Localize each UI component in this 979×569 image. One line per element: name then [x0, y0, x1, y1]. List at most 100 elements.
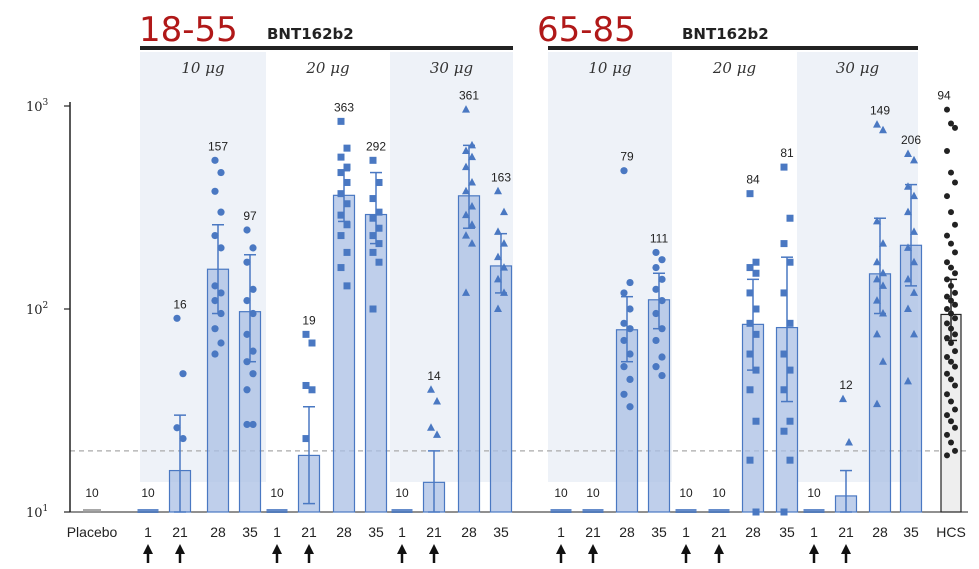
- data-point-square: [343, 248, 351, 256]
- data-point-triangle: [468, 201, 476, 210]
- data-point-dot: [952, 331, 958, 338]
- data-point-dot: [948, 310, 954, 317]
- data-point-triangle: [879, 309, 887, 317]
- data-point-triangle: [845, 437, 853, 446]
- data-point-dot: [948, 398, 954, 405]
- data-point-dot: [948, 340, 954, 347]
- data-point-triangle: [879, 357, 887, 365]
- data-point-dot: [948, 376, 954, 383]
- data-point-square: [746, 456, 754, 464]
- data-point-square: [780, 289, 788, 297]
- x-tick-label: Placebo: [67, 524, 118, 540]
- data-point-square: [786, 258, 794, 266]
- data-point-circle: [620, 390, 628, 398]
- x-tick-label: 1: [557, 524, 565, 540]
- bar-value-label: 10: [586, 486, 600, 500]
- data-point-triangle: [904, 182, 912, 190]
- data-point-square: [375, 208, 383, 216]
- x-tick-label: 21: [711, 524, 727, 540]
- bar-value-label: 10: [85, 486, 99, 500]
- x-tick-label: 1: [273, 524, 281, 540]
- x-tick-label: 28: [210, 524, 226, 540]
- data-point-triangle: [904, 304, 912, 312]
- vaccination-arrow-head: [809, 544, 819, 554]
- x-tick-label: 28: [461, 524, 477, 540]
- data-point-square: [780, 427, 788, 435]
- data-point-circle: [217, 339, 225, 347]
- data-point-triangle: [462, 105, 470, 113]
- data-point-square: [369, 156, 377, 164]
- data-point-square: [337, 169, 345, 177]
- x-tick-label: 35: [779, 524, 795, 540]
- bar-value-label: 10: [679, 486, 693, 500]
- dose-group-shading: [797, 52, 918, 482]
- bar-value-label: 111: [650, 231, 669, 245]
- data-point-triangle: [468, 177, 476, 186]
- data-point-square: [375, 178, 383, 186]
- data-point-dot: [948, 418, 954, 425]
- data-point-triangle: [904, 207, 912, 216]
- x-tick-label: 21: [301, 524, 317, 540]
- data-point-circle: [243, 358, 251, 366]
- data-point-square: [752, 269, 760, 277]
- data-point-circle: [652, 285, 660, 293]
- data-point-circle: [243, 226, 251, 234]
- data-point-square: [343, 200, 351, 208]
- data-point-dot: [952, 363, 958, 370]
- data-point-dot: [944, 412, 950, 419]
- data-point-dot: [948, 325, 954, 332]
- data-point-triangle: [910, 329, 918, 338]
- data-point-triangle: [468, 140, 476, 149]
- data-point-triangle: [904, 149, 912, 158]
- data-point-circle: [211, 282, 219, 290]
- vaccination-arrow-head: [429, 544, 439, 554]
- data-point-triangle: [494, 227, 502, 235]
- data-point-dot: [948, 439, 954, 446]
- x-tick-label: 35: [242, 524, 258, 540]
- data-point-square: [786, 456, 794, 464]
- data-point-square: [780, 350, 788, 358]
- data-point-dot: [948, 120, 954, 127]
- x-tick-label: 35: [651, 524, 667, 540]
- x-tick-label: 28: [745, 524, 761, 540]
- data-point-circle: [211, 296, 219, 305]
- data-point-square: [780, 386, 788, 394]
- data-point-dot: [948, 240, 954, 247]
- data-point-square: [375, 224, 383, 232]
- data-point-triangle: [462, 210, 470, 219]
- header-layer: 18-55 BNT162b2 65-85 BNT162b2: [139, 10, 918, 50]
- data-point-circle: [620, 167, 628, 175]
- data-point-dot: [944, 306, 950, 312]
- data-point-circle: [652, 263, 660, 272]
- data-point-triangle: [873, 120, 881, 128]
- data-point-square: [369, 305, 377, 313]
- data-point-circle: [626, 403, 634, 411]
- data-point-triangle: [873, 274, 881, 283]
- data-point-circle: [658, 353, 666, 361]
- data-point-triangle: [468, 239, 476, 247]
- data-point-square: [337, 117, 345, 125]
- data-point-triangle: [500, 263, 508, 271]
- x-tick-label: 28: [872, 524, 888, 540]
- y-tick-label: 101: [26, 504, 48, 521]
- bar-value-label: 292: [366, 139, 386, 153]
- data-point-dot: [952, 315, 958, 322]
- data-point-triangle: [468, 220, 476, 228]
- data-point-square: [746, 386, 754, 394]
- data-point-triangle: [839, 394, 847, 403]
- data-point-dot: [952, 406, 958, 413]
- vaccination-arrow-head: [714, 544, 724, 554]
- x-tick-label: 28: [336, 524, 352, 540]
- vaccination-arrow-head: [588, 544, 598, 554]
- data-point-square: [337, 153, 345, 161]
- bar-at-lower-limit: [391, 509, 413, 513]
- x-tick-label: 1: [144, 524, 152, 540]
- bar-at-lower-limit: [550, 509, 572, 513]
- data-point-dot: [944, 293, 950, 300]
- data-point-square: [343, 178, 351, 186]
- data-point-triangle: [462, 231, 470, 239]
- bar-value-label: 84: [746, 173, 760, 187]
- data-point-square: [302, 435, 310, 443]
- bars-layer: [83, 144, 962, 513]
- data-point-dot: [944, 354, 950, 361]
